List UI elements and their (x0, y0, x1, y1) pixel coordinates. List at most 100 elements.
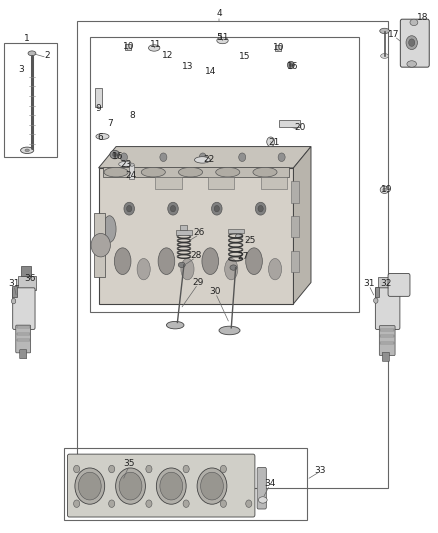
Circle shape (74, 500, 80, 507)
Ellipse shape (21, 147, 34, 154)
Bar (291, 251, 299, 272)
Bar (17, 339, 30, 341)
Ellipse shape (178, 262, 185, 268)
Bar (94, 213, 105, 277)
Bar (21, 266, 31, 276)
Ellipse shape (96, 133, 109, 140)
Ellipse shape (410, 19, 418, 26)
Ellipse shape (287, 61, 294, 69)
FancyBboxPatch shape (13, 288, 35, 329)
Text: 14: 14 (205, 67, 216, 76)
Circle shape (212, 202, 222, 215)
Text: 27: 27 (237, 253, 249, 261)
Ellipse shape (217, 37, 228, 44)
Bar (380, 329, 394, 331)
Bar (180, 225, 187, 230)
Ellipse shape (246, 248, 262, 274)
Ellipse shape (181, 259, 194, 280)
Polygon shape (293, 147, 311, 304)
Bar (17, 326, 30, 328)
Circle shape (91, 233, 110, 257)
Circle shape (239, 153, 246, 161)
Ellipse shape (230, 265, 237, 270)
Circle shape (220, 465, 226, 473)
Text: 11: 11 (218, 33, 229, 42)
FancyBboxPatch shape (388, 273, 410, 296)
Text: 18: 18 (417, 13, 428, 21)
Ellipse shape (166, 321, 184, 329)
Ellipse shape (380, 186, 389, 193)
Bar (129, 165, 134, 179)
Circle shape (109, 465, 115, 473)
Bar (64, 448, 307, 520)
Text: 12: 12 (162, 51, 173, 60)
Text: 22: 22 (204, 156, 215, 164)
FancyBboxPatch shape (16, 325, 31, 353)
FancyBboxPatch shape (375, 288, 400, 329)
Polygon shape (99, 147, 311, 168)
Text: 16: 16 (287, 62, 298, 70)
Text: 32: 32 (381, 279, 392, 288)
Circle shape (146, 500, 152, 507)
Bar (155, 177, 182, 189)
Ellipse shape (114, 248, 131, 274)
Text: 17: 17 (389, 30, 400, 39)
Ellipse shape (158, 248, 175, 274)
Ellipse shape (381, 53, 389, 58)
FancyBboxPatch shape (67, 454, 255, 517)
Ellipse shape (407, 61, 417, 67)
Ellipse shape (179, 167, 202, 177)
Circle shape (255, 202, 266, 215)
Text: 15: 15 (239, 52, 250, 61)
Bar (103, 167, 289, 177)
Ellipse shape (137, 259, 150, 280)
Ellipse shape (119, 161, 132, 167)
Ellipse shape (25, 149, 29, 152)
Text: 26: 26 (194, 229, 205, 237)
Ellipse shape (289, 63, 293, 67)
Text: 11: 11 (150, 41, 161, 49)
Circle shape (183, 500, 189, 507)
Ellipse shape (225, 259, 238, 280)
Circle shape (201, 472, 223, 500)
Text: 10: 10 (273, 44, 284, 52)
Circle shape (199, 153, 206, 161)
Bar (95, 88, 102, 107)
Bar (291, 216, 299, 237)
Circle shape (116, 468, 145, 504)
Bar (279, 120, 300, 127)
Text: 31: 31 (363, 279, 374, 288)
Circle shape (109, 500, 115, 507)
Text: 35: 35 (124, 459, 135, 468)
Ellipse shape (216, 167, 240, 177)
Text: 6: 6 (97, 133, 103, 142)
Text: 23: 23 (120, 160, 132, 168)
Bar (275, 45, 281, 51)
Circle shape (168, 202, 178, 215)
Bar (291, 181, 299, 203)
Bar (378, 277, 395, 290)
Bar (176, 230, 192, 235)
Circle shape (258, 205, 263, 212)
Circle shape (160, 472, 183, 500)
Text: 20: 20 (294, 124, 306, 132)
Circle shape (156, 468, 186, 504)
Ellipse shape (202, 248, 219, 274)
Text: 24: 24 (125, 172, 136, 180)
Circle shape (197, 468, 227, 504)
Circle shape (124, 202, 134, 215)
Text: 25: 25 (245, 237, 256, 245)
Bar (90, 37, 359, 312)
Ellipse shape (130, 163, 134, 166)
Ellipse shape (104, 167, 128, 177)
Circle shape (75, 468, 105, 504)
Circle shape (119, 472, 142, 500)
Bar (77, 21, 388, 488)
Text: 31: 31 (8, 279, 20, 288)
Ellipse shape (268, 259, 282, 280)
FancyBboxPatch shape (257, 467, 266, 509)
Bar (380, 342, 394, 344)
FancyBboxPatch shape (99, 168, 293, 304)
Bar (375, 287, 379, 297)
Circle shape (78, 472, 101, 500)
